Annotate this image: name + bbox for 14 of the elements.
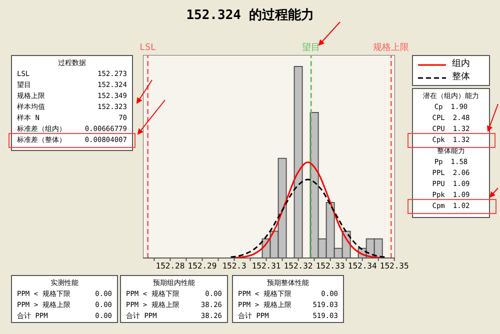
ref-line-label: LSL — [140, 43, 156, 53]
x-tick-label: 152.3 — [222, 262, 246, 271]
x-tick-label: 152.34 — [348, 262, 377, 271]
ref-line-label: 规格上限 — [373, 42, 410, 53]
x-tick-label: 152.33 — [316, 262, 345, 271]
legend-label: 整体 — [452, 71, 470, 84]
x-tick-label: 152.31 — [252, 262, 281, 271]
x-tick-label: 152.28 — [156, 262, 185, 271]
ref-line-label: 望目 — [302, 42, 320, 53]
legend-label: 组内 — [452, 58, 470, 71]
chart-title: 152.324 的过程能力 — [185, 7, 315, 24]
x-tick-label: 152.35 — [380, 262, 409, 271]
x-tick-label: 152.32 — [284, 262, 313, 271]
x-tick-label: 152.29 — [188, 262, 217, 271]
